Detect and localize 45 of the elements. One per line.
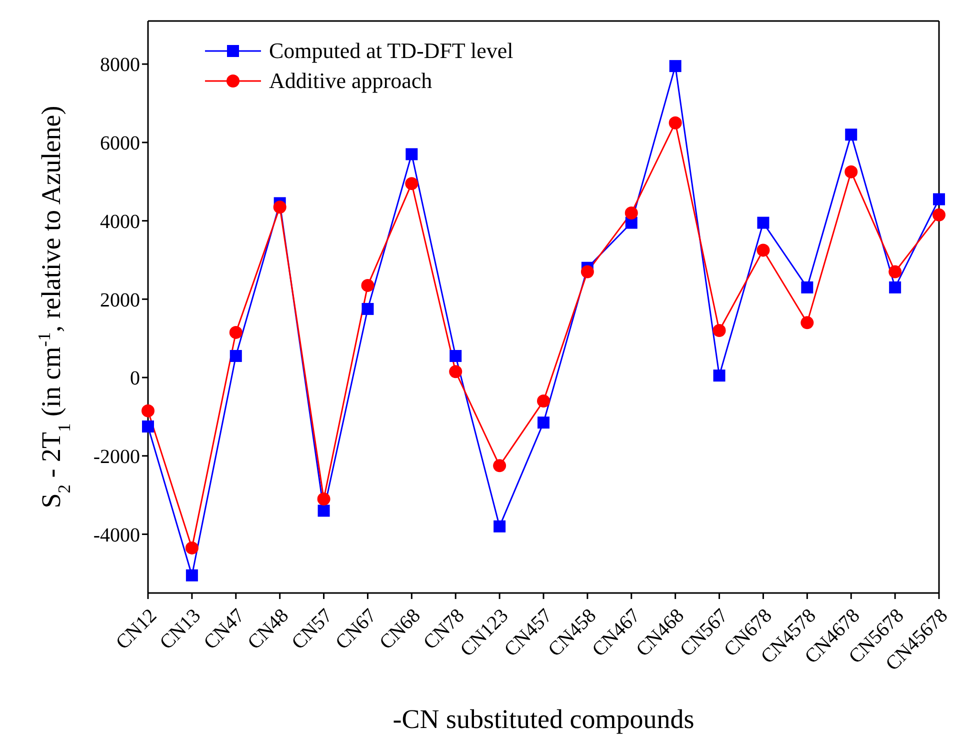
- point: [229, 326, 242, 339]
- point: [406, 148, 418, 160]
- y-tick-label: 8000: [100, 54, 140, 76]
- legend-label: Computed at TD-DFT level: [269, 37, 514, 65]
- x-axis-title: -CN substituted compounds: [392, 704, 694, 734]
- point: [493, 459, 506, 472]
- point: [405, 177, 418, 190]
- point: [317, 492, 330, 506]
- point: [888, 265, 902, 278]
- y-tick-label: 6000: [100, 132, 140, 155]
- point: [580, 265, 594, 278]
- point: [624, 206, 638, 220]
- point: [844, 165, 858, 178]
- point: [845, 128, 858, 141]
- point: [230, 350, 242, 362]
- point: [801, 281, 814, 294]
- point: [362, 302, 374, 315]
- point: [713, 370, 726, 382]
- point: [712, 324, 726, 338]
- point: [669, 60, 682, 72]
- point: [318, 504, 330, 517]
- point: [537, 394, 550, 408]
- point: [186, 569, 198, 582]
- point: [538, 416, 550, 429]
- y-tick-label: -2000: [93, 446, 140, 468]
- point: [273, 200, 286, 214]
- point: [142, 404, 154, 418]
- point: [142, 420, 154, 432]
- y-tick-label: -4000: [93, 524, 140, 546]
- point: [361, 278, 374, 292]
- point: [449, 365, 462, 378]
- y-tick-label: 0: [130, 368, 140, 390]
- legend-label: Additive approach: [269, 67, 432, 95]
- point: [757, 216, 770, 229]
- point: [932, 208, 946, 222]
- point: [450, 350, 462, 362]
- y-tick-label: 4000: [100, 210, 140, 233]
- point: [800, 316, 814, 330]
- point: [889, 281, 902, 294]
- point: [933, 193, 945, 206]
- point: [756, 244, 770, 257]
- point: [668, 116, 682, 130]
- y-tick-label: 2000: [100, 289, 140, 312]
- point: [494, 520, 506, 532]
- point: [185, 541, 198, 554]
